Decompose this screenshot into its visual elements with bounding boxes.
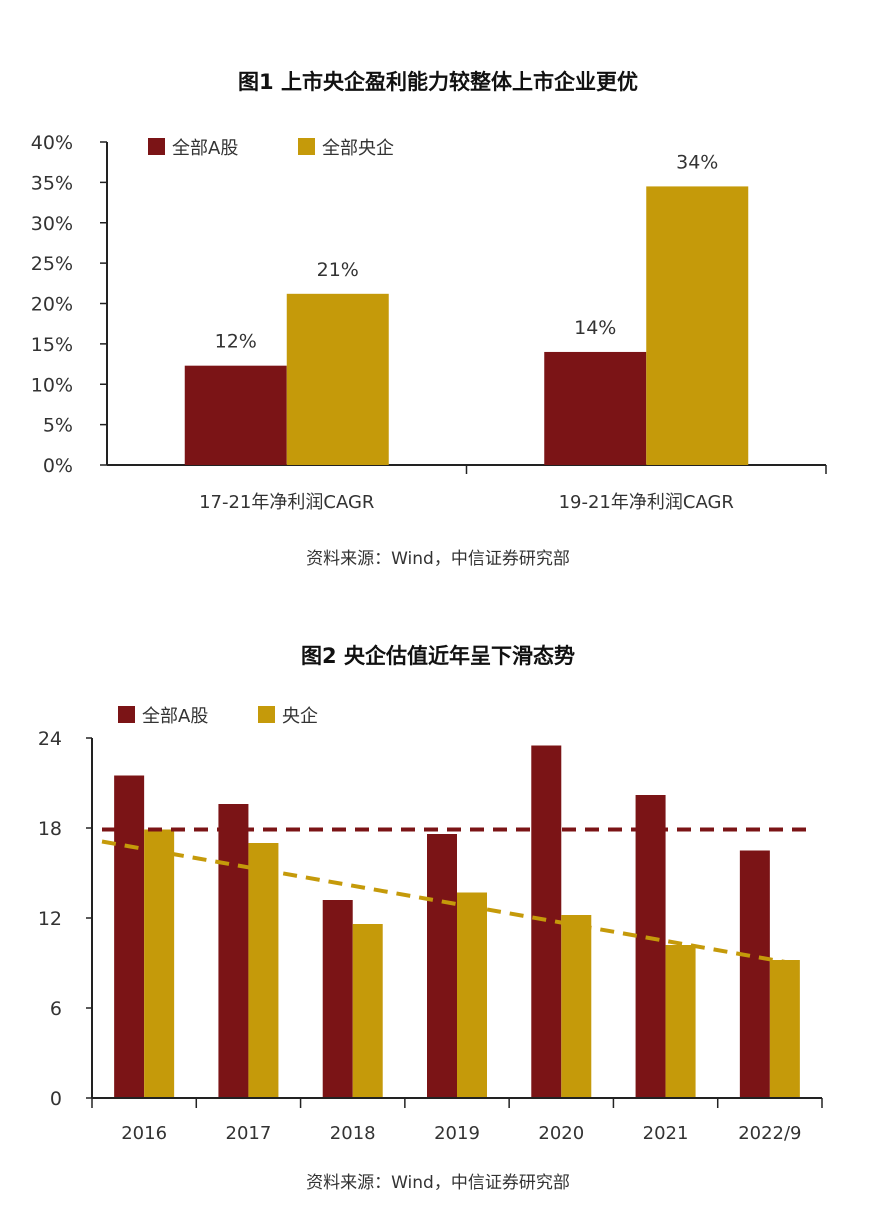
bar-a-share (635, 795, 666, 1098)
y-tick-label: 0 (50, 1088, 62, 1110)
bar-a-share (114, 775, 145, 1098)
bar-soe (144, 829, 175, 1098)
y-tick-label: 15% (31, 334, 73, 356)
legend-swatch (148, 138, 165, 155)
bar-a-share (184, 365, 287, 465)
x-category-label: 19-21年净利润CAGR (559, 492, 734, 513)
chart2-source: 资料来源：Wind，中信证券研究部 (306, 1173, 570, 1193)
y-tick-label: 0% (43, 455, 73, 477)
bar-a-share (218, 804, 249, 1098)
bar-a-share (427, 834, 457, 1098)
x-category-label: 2020 (538, 1123, 584, 1144)
bar-soe (352, 924, 383, 1098)
x-category-label: 2021 (643, 1123, 689, 1144)
legend-label: 全部A股 (142, 706, 208, 727)
x-category-label: 2018 (330, 1123, 376, 1144)
data-label: 12% (215, 331, 257, 353)
bar-soe (646, 186, 749, 465)
data-label: 34% (676, 151, 718, 173)
y-tick-label: 30% (31, 213, 73, 235)
legend-label: 央企 (282, 706, 318, 727)
bar-a-share (544, 351, 647, 465)
data-label: 14% (574, 317, 616, 339)
x-category-label: 2016 (121, 1123, 167, 1144)
y-tick-label: 6 (50, 998, 62, 1020)
chart2-plot: 0 6 12 18 24 2016 2017 2018 2019 2020 2021 2022/9 全部… (38, 706, 823, 1144)
y-tick-label: 24 (38, 728, 62, 750)
y-tick-label: 40% (31, 132, 73, 154)
bar-soe (286, 293, 389, 465)
y-tick-label: 25% (31, 253, 73, 275)
x-category-label: 2022/9 (738, 1123, 801, 1144)
bar-soe (769, 960, 800, 1098)
y-tick-label: 18 (38, 818, 62, 840)
bar-soe (457, 892, 487, 1098)
chart1-title: 图1 上市央企盈利能力较整体上市企业更优 (238, 70, 638, 94)
legend-swatch (258, 706, 275, 723)
y-tick-label: 12 (38, 908, 62, 930)
bar-soe (561, 915, 592, 1098)
bar-a-share (739, 850, 770, 1098)
legend-swatch (118, 706, 135, 723)
y-tick-label: 35% (31, 172, 73, 194)
bar-soe (665, 945, 696, 1098)
chart2-title: 图2 央企估值近年呈下滑态势 (301, 644, 575, 668)
x-category-label: 17-21年净利润CAGR (199, 492, 374, 513)
chart1-plot: 0% 5% 10% 15% 20% 25% 30% 35% 40% 17-21年净利润CAGR 12… (31, 132, 827, 513)
legend-label: 全部A股 (172, 138, 238, 159)
chart1-source: 资料来源：Wind，中信证券研究部 (306, 549, 570, 569)
bar-soe (248, 843, 279, 1098)
legend-swatch (298, 138, 315, 155)
y-tick-label: 5% (43, 415, 73, 437)
y-tick-label: 10% (31, 374, 73, 396)
data-label: 21% (317, 259, 359, 281)
x-category-label: 2017 (226, 1123, 272, 1144)
trend-line (101, 839, 792, 965)
x-category-label: 2019 (434, 1123, 480, 1144)
y-tick-label: 20% (31, 294, 73, 316)
bar-a-share (322, 900, 353, 1098)
legend-label: 全部央企 (322, 138, 394, 159)
